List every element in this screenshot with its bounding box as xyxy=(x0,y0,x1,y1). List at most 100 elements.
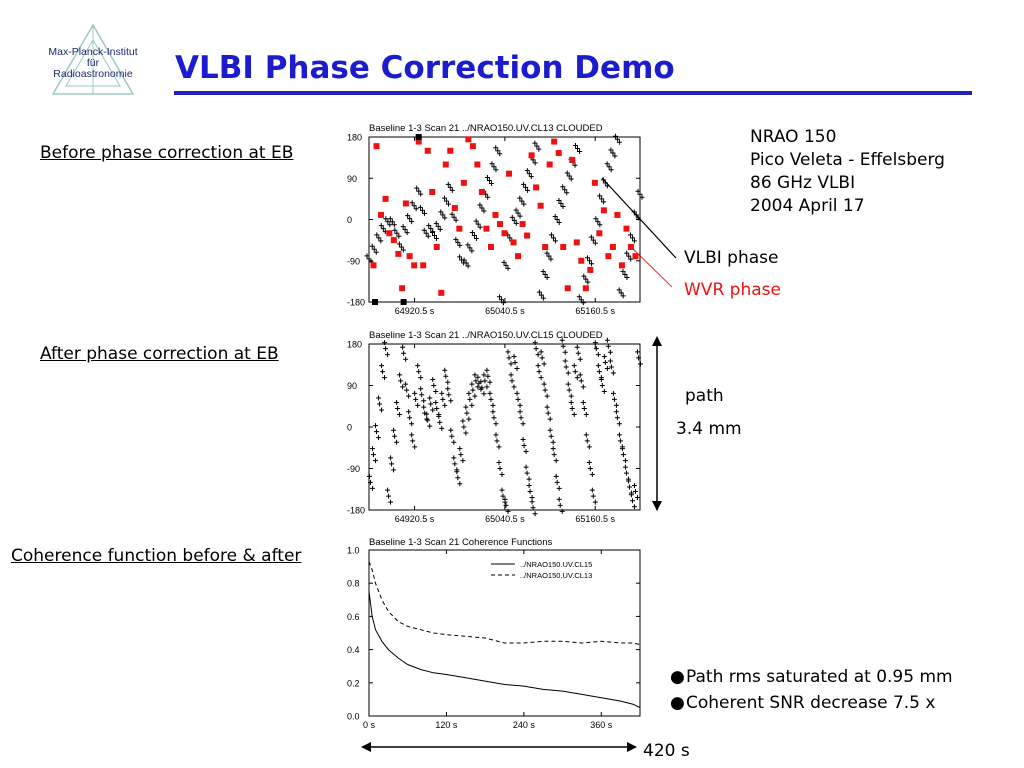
vlbi-phase-point xyxy=(614,136,620,142)
vlbi-phase-point xyxy=(486,178,492,184)
vlbi-phase-point xyxy=(578,297,584,303)
vlbi-phase-point xyxy=(371,246,377,252)
vlbi-phase-point xyxy=(414,185,420,191)
corrected-phase-point xyxy=(601,353,607,359)
vlbi-phase-point xyxy=(394,230,400,236)
vlbi-phase-point xyxy=(446,201,452,207)
corrected-phase-point xyxy=(386,493,392,499)
corrected-phase-point xyxy=(584,438,590,444)
wvr-phase-point xyxy=(460,179,467,186)
corrected-phase-point xyxy=(538,375,544,381)
corrected-phase-point xyxy=(518,415,524,421)
corrected-phase-point xyxy=(511,384,517,390)
corrected-phase-point xyxy=(589,472,595,477)
corrected-phase-point xyxy=(623,470,629,476)
corrected-phase-point xyxy=(466,416,472,422)
corrected-phase-point xyxy=(580,384,586,390)
vlbi-phase-point xyxy=(364,253,370,259)
corrected-phase-point xyxy=(482,378,488,384)
before-correction-label: Before phase correction at EB xyxy=(40,143,294,163)
corrected-phase-point xyxy=(418,375,424,381)
vlbi-phase-point xyxy=(526,171,532,177)
corrected-phase-point xyxy=(557,502,563,508)
vlbi-phase-point xyxy=(380,226,386,232)
vlbi-phase-point xyxy=(628,256,634,262)
vlbi-phase-point xyxy=(540,295,546,301)
wvr-phase-point xyxy=(373,143,380,150)
corrected-phase-point xyxy=(533,346,539,352)
corrected-phase-point xyxy=(373,458,379,464)
x-tick-label: 64920.5 s xyxy=(395,514,435,524)
vlbi-phase-point xyxy=(550,235,556,241)
corrected-phase-point xyxy=(451,455,457,461)
corrected-phase-point xyxy=(532,511,538,517)
corrected-phase-point xyxy=(400,344,406,350)
corrected-phase-point xyxy=(484,367,490,373)
corrected-phase-point xyxy=(403,356,409,362)
corrected-phase-point xyxy=(550,439,556,445)
vlbi-phase-point xyxy=(629,235,635,241)
corrected-phase-point xyxy=(391,427,397,433)
corrected-phase-point xyxy=(481,372,487,378)
wvr-phase-point xyxy=(382,195,389,202)
wvr-phase-point xyxy=(378,211,385,218)
corrected-phase-point xyxy=(565,381,571,387)
corrected-phase-point xyxy=(553,458,559,464)
logo-line-3: Radioastronomie xyxy=(53,68,133,80)
wvr-phase-point xyxy=(411,262,418,269)
corrected-phase-point xyxy=(472,393,478,399)
corrected-phase-point xyxy=(430,377,436,382)
wvr-phase-point xyxy=(483,225,490,232)
corrected-phase-point xyxy=(505,508,511,514)
phase-chart-before: Baseline 1-3 Scan 21 ../NRAO150.UV.CL13 … xyxy=(347,123,645,316)
vlbi-phase-point xyxy=(544,250,550,256)
plot-frame xyxy=(368,549,641,717)
vlbi-phase-point xyxy=(437,226,443,232)
corrected-phase-point xyxy=(439,390,445,396)
corrected-phase-point xyxy=(406,393,412,399)
vlbi-phase-point xyxy=(475,221,481,227)
vlbi-phase-point xyxy=(431,233,437,239)
corrected-phase-point xyxy=(409,421,415,427)
corrected-phase-point xyxy=(431,383,437,388)
vlbi-phase-point xyxy=(604,183,610,189)
vlbi-phase-point xyxy=(597,222,603,228)
vlbi-phase-point xyxy=(602,180,608,186)
corrected-phase-point xyxy=(560,343,566,349)
corrected-phase-point xyxy=(469,381,475,387)
corrected-phase-point xyxy=(388,499,394,505)
corrected-phase-point xyxy=(433,400,439,406)
vlbi-phase-point xyxy=(428,226,434,232)
vlbi-phase-point xyxy=(597,193,603,199)
bullet-item: ●Coherent SNR decrease 7.5 x xyxy=(670,693,936,713)
corrected-phase-point xyxy=(436,413,442,419)
vlbi-phase-point xyxy=(389,219,395,225)
vlbi-phase-point xyxy=(402,227,408,233)
corrected-phase-point xyxy=(418,386,424,392)
y-tick-label: 180 xyxy=(347,340,362,350)
vlbi-phase-point xyxy=(575,145,581,151)
vlbi-phase-point xyxy=(552,238,558,244)
vlbi-phase-point xyxy=(568,176,574,182)
wvr-phase-point xyxy=(406,253,413,260)
vlbi-phase-point xyxy=(419,207,425,213)
x-tick-label: 65160.5 s xyxy=(575,306,615,316)
corrected-phase-point xyxy=(470,387,476,393)
vlbi-phase-point xyxy=(517,195,523,201)
corrected-phase-point xyxy=(572,369,578,375)
corrected-phase-point xyxy=(425,417,431,423)
logo-line-1: Max-Planck-Institut xyxy=(48,46,137,58)
corrected-phase-point xyxy=(433,389,439,394)
corrected-phase-point xyxy=(367,473,373,479)
corrected-phase-point xyxy=(457,481,463,487)
corrected-phase-point xyxy=(370,485,376,491)
corrected-phase-point xyxy=(508,372,514,378)
vlbi-phase-point xyxy=(546,253,552,259)
vlbi-phase-point xyxy=(396,241,402,247)
corrected-phase-point xyxy=(505,349,511,355)
corrected-phase-point xyxy=(529,499,535,505)
corrected-phase-point xyxy=(619,446,625,452)
wvr-phase-point xyxy=(587,266,594,273)
vlbi-phase-point xyxy=(449,187,455,193)
corrected-phase-point xyxy=(389,461,395,467)
